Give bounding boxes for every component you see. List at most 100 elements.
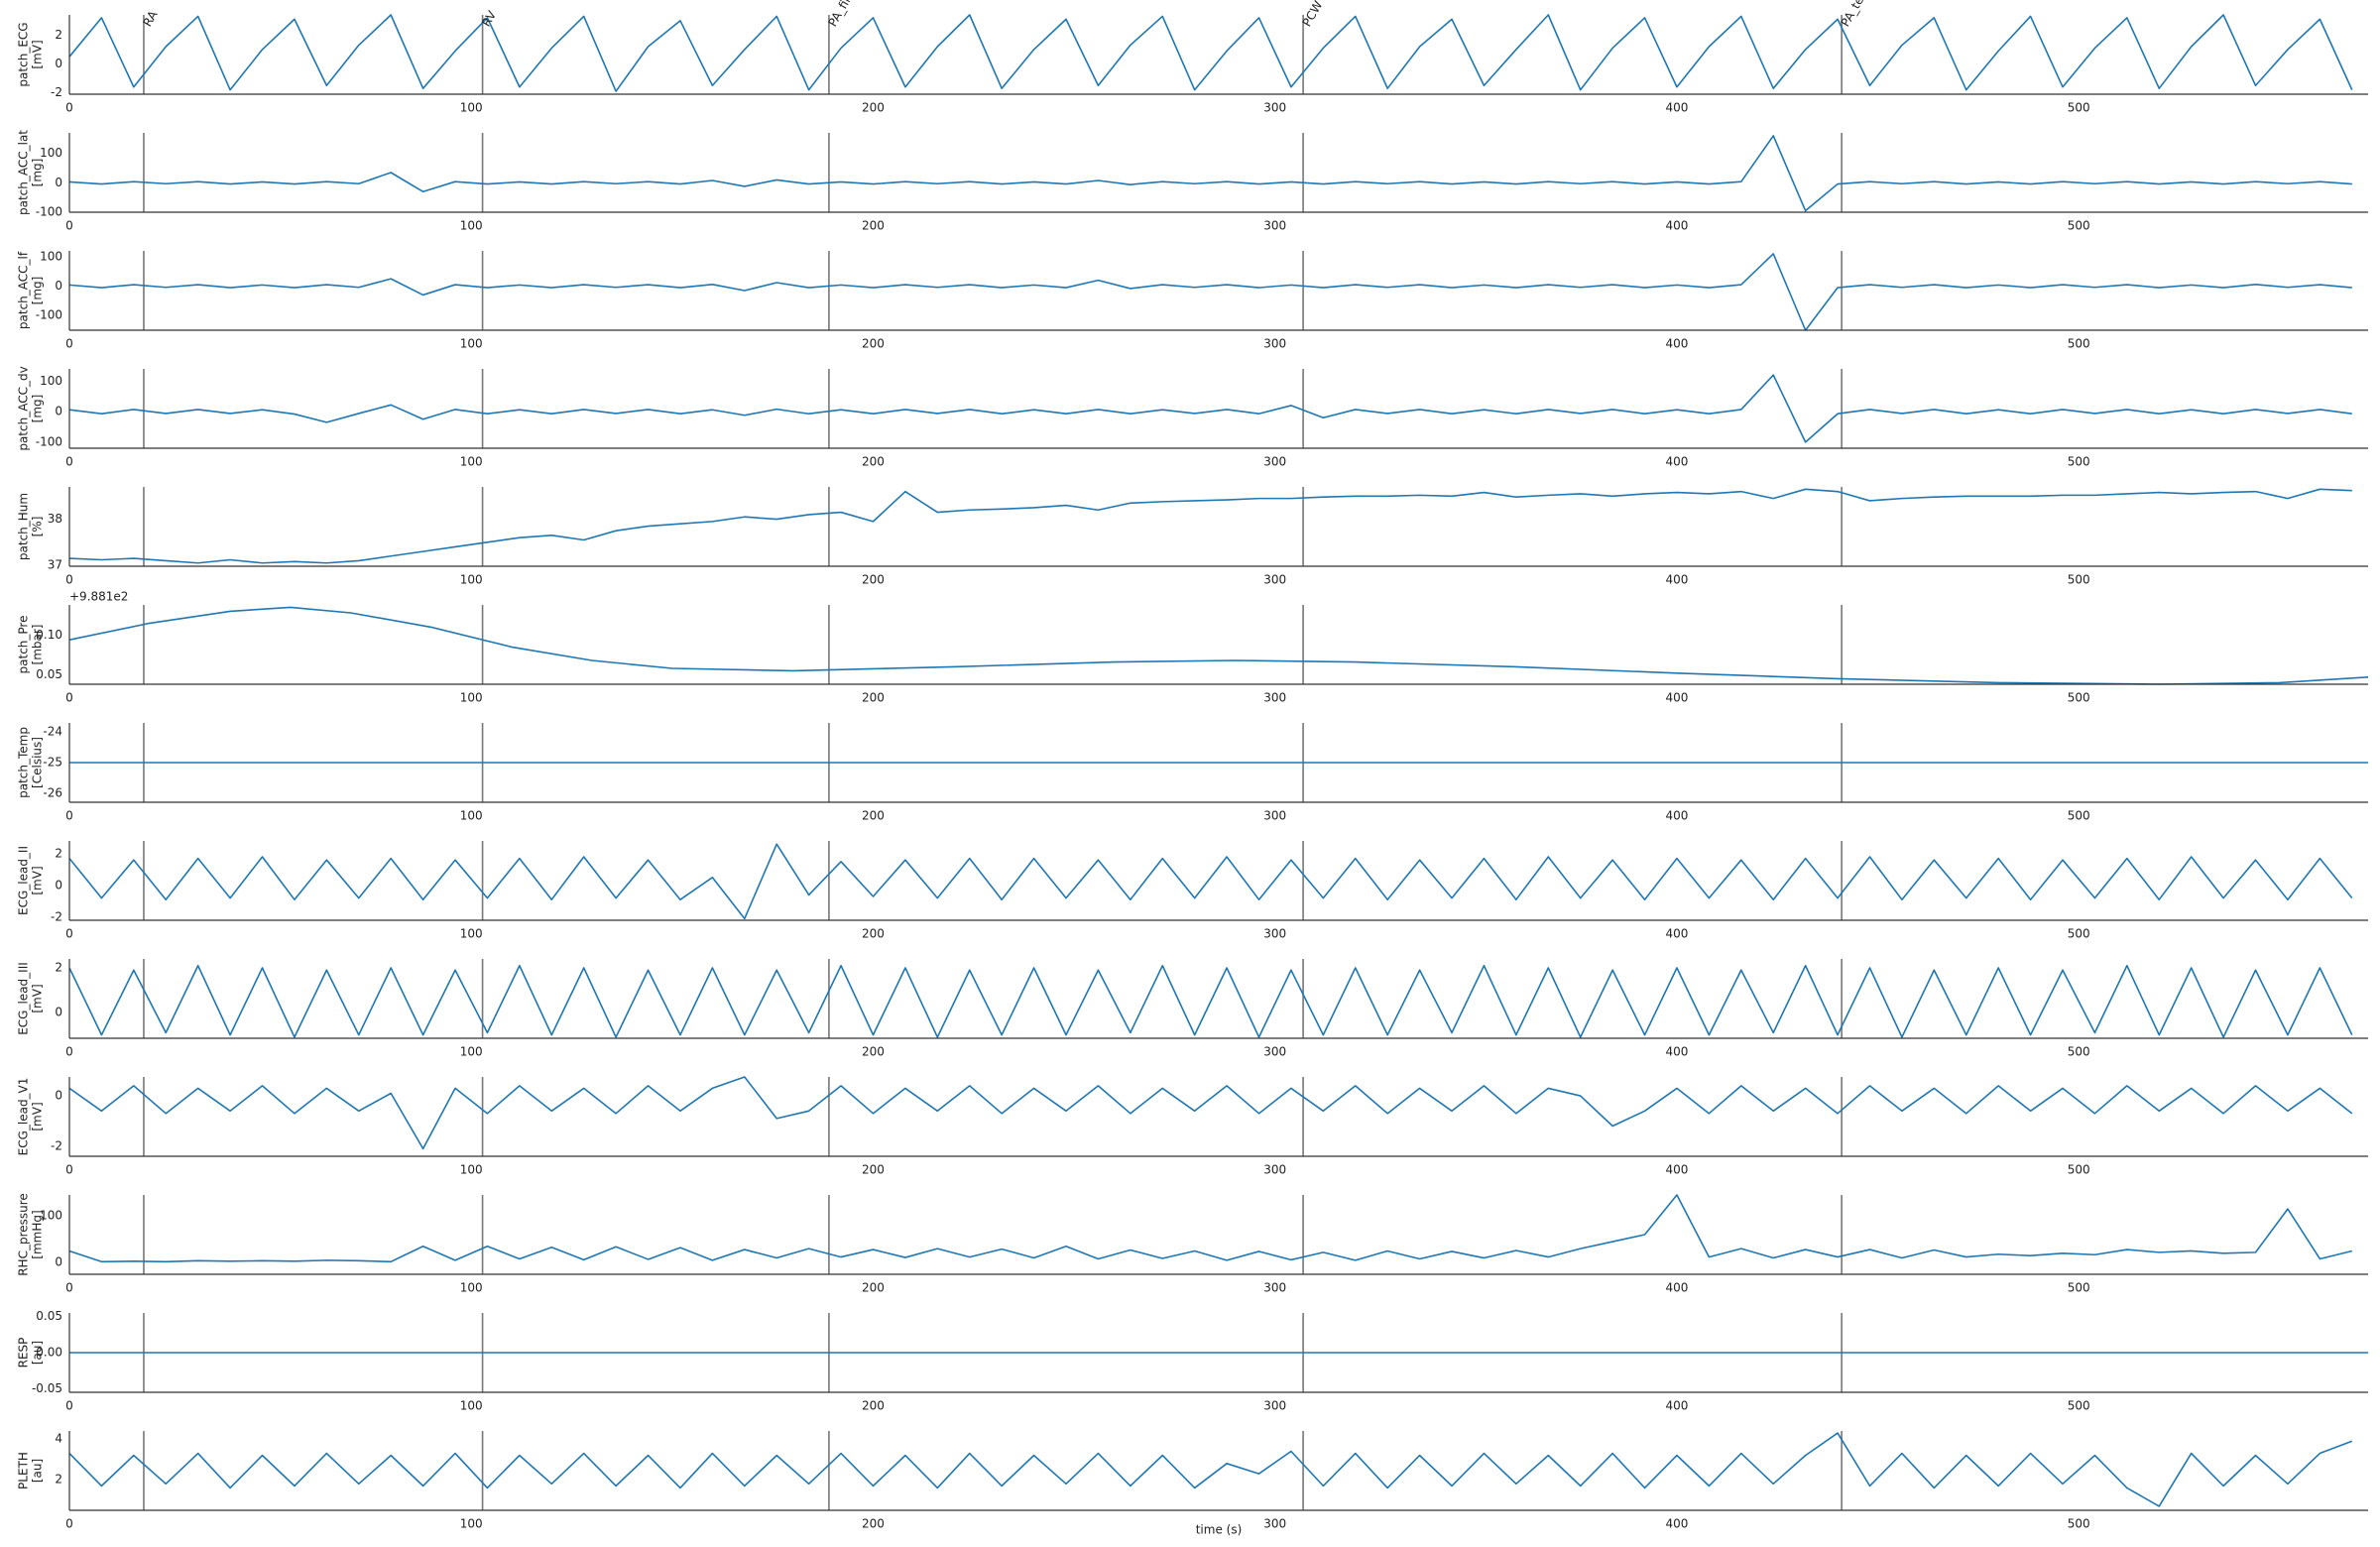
- x-tick-label: 300: [1263, 927, 1286, 941]
- y-tick-label: 38: [48, 512, 62, 526]
- x-tick-label: 400: [1666, 691, 1689, 705]
- y-tick-label: 100: [40, 374, 62, 388]
- plot-area: [69, 606, 2368, 685]
- event-label: PA_final0: [825, 0, 864, 29]
- x-tick-label: 400: [1666, 337, 1689, 351]
- plot-area: [69, 1194, 2352, 1263]
- x-tick-label: 300: [1263, 1045, 1286, 1059]
- signal-line: [69, 253, 2352, 331]
- event-label: PA_test1: [1839, 0, 1876, 29]
- y-tick-label: -0.05: [32, 1381, 62, 1395]
- plot-area: [69, 1432, 2353, 1507]
- y-axis-unit: [mV]: [31, 40, 45, 68]
- x-tick-label: 100: [460, 573, 483, 587]
- x-tick-label: 100: [460, 455, 483, 469]
- signal-line: [69, 1194, 2352, 1263]
- x-tick-label: 300: [1263, 573, 1286, 587]
- x-tick-label: 0: [65, 337, 73, 351]
- x-tick-label: 0: [65, 1281, 73, 1295]
- signal-line: [69, 135, 2352, 212]
- x-tick-label: 500: [2068, 927, 2090, 941]
- y-tick-label: 37: [48, 558, 62, 572]
- x-tick-label: 100: [460, 1163, 483, 1177]
- y-axis-unit: [%]: [31, 517, 45, 537]
- plot-area: [69, 14, 2353, 92]
- x-tick-label: 200: [862, 1399, 885, 1413]
- x-tick-label: 300: [1263, 691, 1286, 705]
- x-tick-label: 0: [65, 1045, 73, 1059]
- y-axis-label: patch_Pre: [17, 616, 31, 674]
- x-tick-label: 0: [65, 219, 73, 233]
- signal-line: [69, 1076, 2353, 1150]
- subplot: 0 100 200 300 400 500 -26 -25 -24 patch_Temp [Cels…: [17, 723, 2368, 823]
- y-axis-label: patch_ACC_lf: [17, 251, 31, 329]
- x-tick-label: 200: [862, 455, 885, 469]
- plot-area: [69, 843, 2353, 920]
- y-tick-label: 0.05: [36, 667, 62, 681]
- x-tick-label: 100: [460, 101, 483, 115]
- x-tick-label: 100: [460, 809, 483, 823]
- x-tick-label: 100: [460, 691, 483, 705]
- y-tick-label: -2: [51, 1138, 62, 1152]
- x-tick-label: 500: [2068, 691, 2090, 705]
- y-tick-label: -2: [51, 909, 62, 923]
- y-tick-label: 0: [55, 1089, 62, 1103]
- x-tick-label: 300: [1263, 101, 1286, 115]
- y-axis-label: patch_Temp: [17, 727, 31, 798]
- x-tick-label: 500: [2068, 809, 2090, 823]
- x-tick-label: 300: [1263, 809, 1286, 823]
- x-tick-label: 200: [862, 927, 885, 941]
- y-tick-label: 4: [55, 1432, 62, 1446]
- y-tick-label: -100: [36, 308, 62, 322]
- y-tick-label: 0: [55, 279, 62, 293]
- x-tick-label: 400: [1666, 1399, 1689, 1413]
- y-axis-unit: [mV]: [31, 984, 45, 1012]
- x-tick-label: 400: [1666, 573, 1689, 587]
- x-tick-label: 0: [65, 455, 73, 469]
- plot-area: [69, 253, 2352, 331]
- y-tick-label: 0: [55, 878, 62, 892]
- x-tick-label: 300: [1263, 219, 1286, 233]
- y-axis-label: ECG_lead_II: [17, 846, 31, 915]
- signal-line: [69, 843, 2353, 920]
- signal-line: [69, 14, 2353, 92]
- x-tick-label: 300: [1263, 1517, 1286, 1531]
- x-tick-label: 200: [862, 1281, 885, 1295]
- y-tick-label: -100: [36, 434, 62, 448]
- x-tick-label: 100: [460, 1045, 483, 1059]
- y-axis-unit: [mg]: [31, 159, 45, 187]
- y-tick-label: 0: [55, 176, 62, 189]
- x-tick-label: 500: [2068, 1045, 2090, 1059]
- x-tick-label: 200: [862, 337, 885, 351]
- y-axis-unit: [au]: [31, 1459, 45, 1483]
- y-tick-label: 0: [55, 1006, 62, 1019]
- x-tick-label: 0: [65, 1517, 73, 1531]
- offset-text: +9.881e2: [69, 590, 128, 604]
- plot-area: [69, 374, 2352, 443]
- y-tick-label: 0.00: [36, 1346, 62, 1360]
- y-axis-label: PLETH: [17, 1452, 31, 1489]
- x-tick-label: 200: [862, 691, 885, 705]
- x-tick-label: 100: [460, 1399, 483, 1413]
- subplot: 0 100 200 300 400 500 0.05 0.10 patch_Pre [mbar] +…: [17, 590, 2368, 705]
- y-tick-label: 100: [40, 146, 62, 160]
- x-tick-label: 0: [65, 1399, 73, 1413]
- plot-area: [69, 1076, 2353, 1150]
- x-tick-label: 500: [2068, 573, 2090, 587]
- event-label: PCW: [1300, 0, 1326, 29]
- y-axis-unit: [Celsius]: [31, 737, 45, 788]
- x-tick-label: 500: [2068, 1281, 2090, 1295]
- y-axis-unit: [mV]: [31, 866, 45, 894]
- plot-area: [69, 488, 2352, 564]
- y-axis-label: ECG_lead_V1: [17, 1078, 31, 1156]
- x-tick-label: 0: [65, 1163, 73, 1177]
- y-axis-label: patch_Hum: [17, 493, 31, 560]
- x-tick-label: 200: [862, 101, 885, 115]
- y-axis-unit: [mg]: [31, 277, 45, 305]
- x-tick-label: 400: [1666, 927, 1689, 941]
